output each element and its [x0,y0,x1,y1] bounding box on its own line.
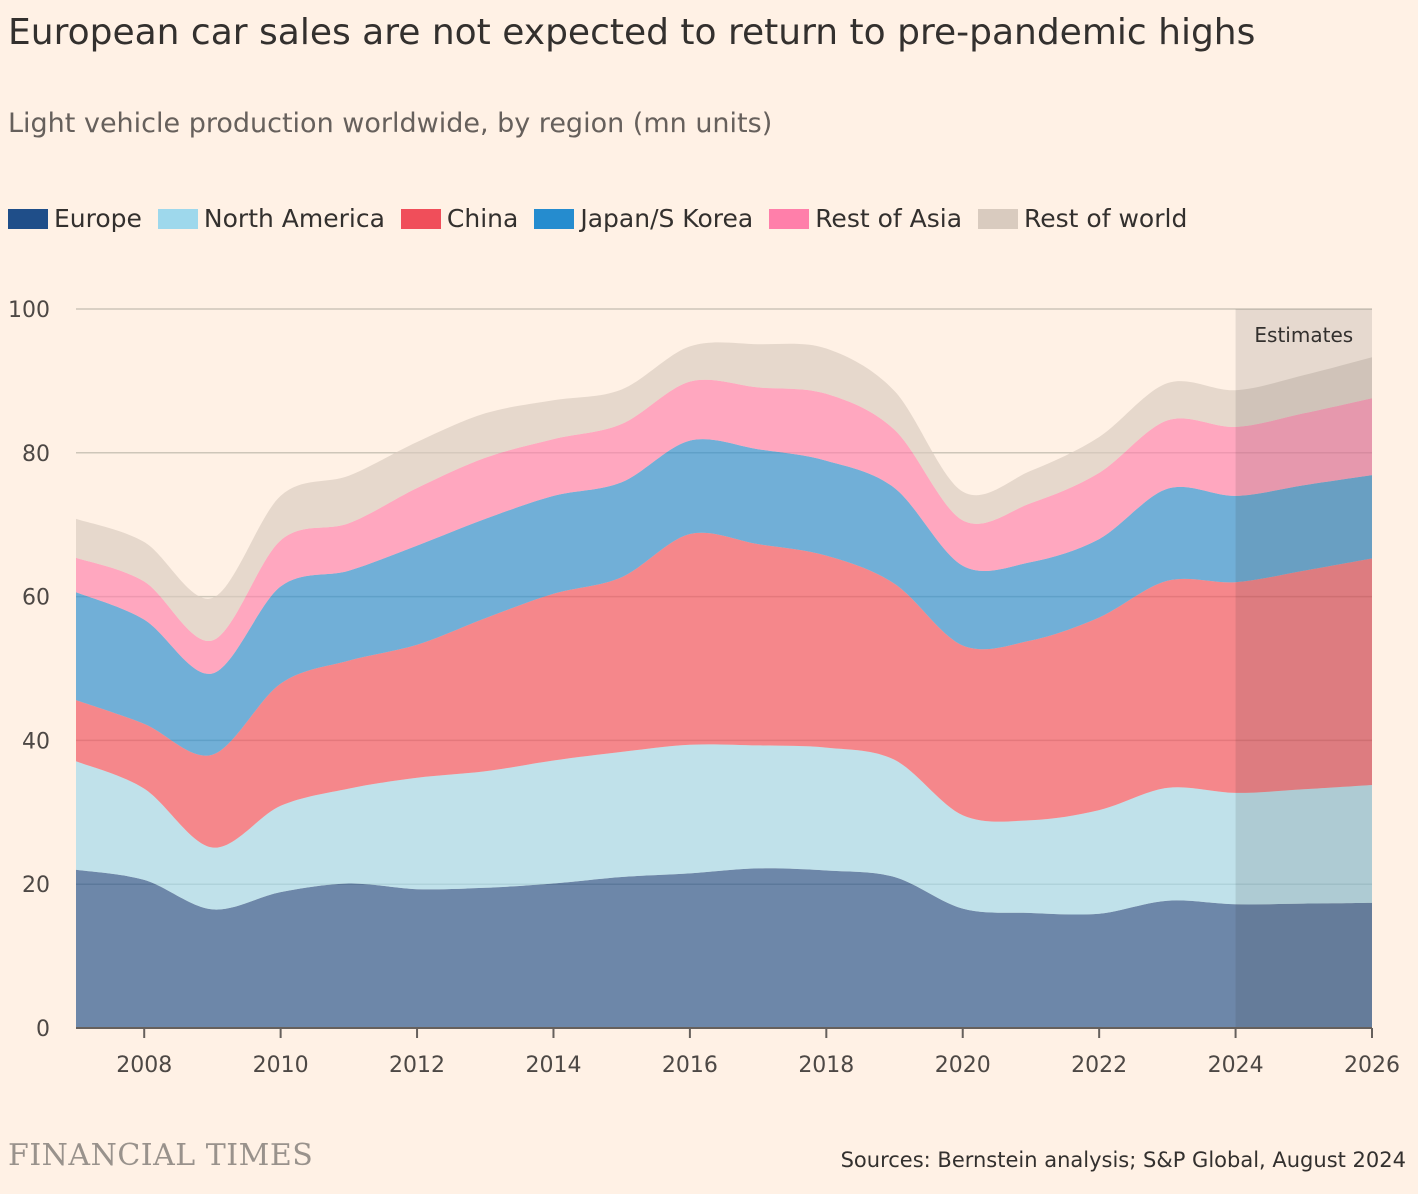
x-tick-label: 2012 [389,1053,445,1078]
legend-item-europe: Europe [8,204,142,233]
estimates-band: Estimates [1235,309,1372,1028]
legend-label: Japan/S Korea [580,204,754,233]
x-tick-label: 2026 [1344,1053,1400,1078]
area-japan-s-korea [76,439,1372,756]
legend-swatch-rest-of-asia [769,208,810,229]
estimates-label: Estimates [1254,323,1353,347]
legend-label: Europe [54,204,142,233]
ft-logo: FINANCIAL TIMES [8,1138,314,1173]
stacked-area-chart: Estimates 0 20 40 60 80 100 2008 2010 2012 2014 20… [8,298,1400,1078]
y-tick-label: 40 [22,729,50,754]
legend-swatch-rest-of-world [978,208,1019,229]
legend-swatch-china [400,208,441,229]
area-china [76,532,1372,848]
y-tick-label: 20 [22,873,50,898]
area-europe [76,868,1372,1028]
x-tick-label: 2022 [1071,1053,1127,1078]
area-rest-of-asia [76,379,1372,674]
estimates-shading [1235,309,1372,1028]
x-tick-label: 2024 [1208,1053,1264,1078]
legend-swatch-europe [8,208,48,229]
legend-label: North America [203,204,385,233]
y-tick-label: 80 [22,442,50,467]
legend-item-rest-of-world: Rest of world [978,204,1187,233]
x-tick-label: 2010 [253,1053,309,1078]
area-north-america [76,744,1372,915]
legend-label: Rest of world [1024,204,1188,233]
legend-item-rest-of-asia: Rest of Asia [769,204,962,233]
x-tick-label: 2014 [525,1053,581,1078]
legend-swatch-japan-s-korea [534,208,575,229]
legend-item-north-america: North America [157,204,385,233]
legend-label: China [446,204,519,233]
chart-subtitle: Light vehicle production worldwide, by r… [8,108,773,139]
x-tick-label: 2018 [798,1053,854,1078]
legend-swatch-north-america [157,208,198,229]
legend-item-japan-s-korea: Japan/S Korea [534,204,753,233]
chart-title: European car sales are not expected to r… [8,12,1256,53]
area-layer [76,342,1372,1028]
legend-label: Rest of Asia [815,204,963,233]
x-tick-label: 2016 [662,1053,718,1078]
axis-layer: 0 20 40 60 80 100 2008 2010 2012 2014 2016 2018 2020… [8,298,1400,1078]
x-tick-label: 2020 [935,1053,991,1078]
source-note: Sources: Bernstein analysis; S&P Global,… [840,1148,1406,1172]
y-tick-label: 0 [36,1017,50,1042]
legend-item-china: China [400,204,519,233]
x-tick-label: 2008 [116,1053,172,1078]
chart-legend: Europe North America China Japan/S Korea Res… [8,204,1203,233]
area-rest-of-world [76,342,1372,642]
y-tick-label: 100 [8,298,50,323]
y-tick-label: 60 [22,586,50,611]
